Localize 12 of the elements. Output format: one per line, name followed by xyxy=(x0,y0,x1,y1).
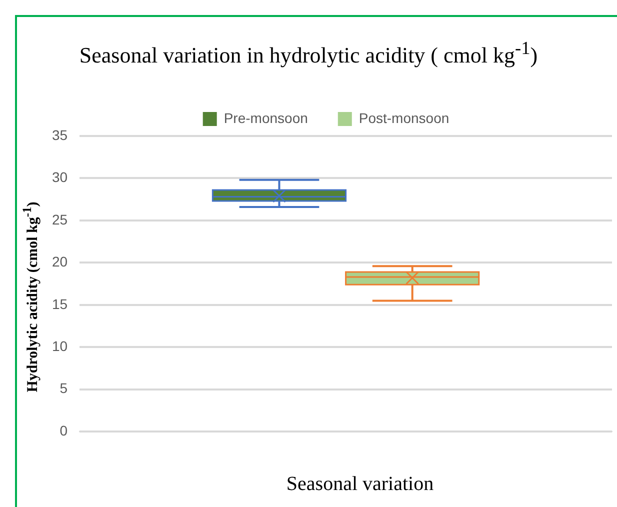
y-tick-label: 0 xyxy=(60,422,68,438)
x-axis-title: Seasonal variation xyxy=(285,473,435,496)
legend-label: Post-monsoon xyxy=(358,110,450,126)
y-tick-label: 5 xyxy=(60,380,68,396)
y-tick-label: 25 xyxy=(52,211,68,228)
y-tick-label: 10 xyxy=(52,338,68,354)
y-tick-label: 35 xyxy=(52,126,68,143)
y-tick-label: 20 xyxy=(52,254,68,270)
legend-label: Pre-monsoon xyxy=(224,110,308,126)
y-tick-label: 30 xyxy=(52,169,68,186)
y-tick-label: 15 xyxy=(52,296,68,312)
chart-title: Seasonal variation in hydrolytic acidity ( cmol kg$^{-1}$) xyxy=(78,38,539,68)
